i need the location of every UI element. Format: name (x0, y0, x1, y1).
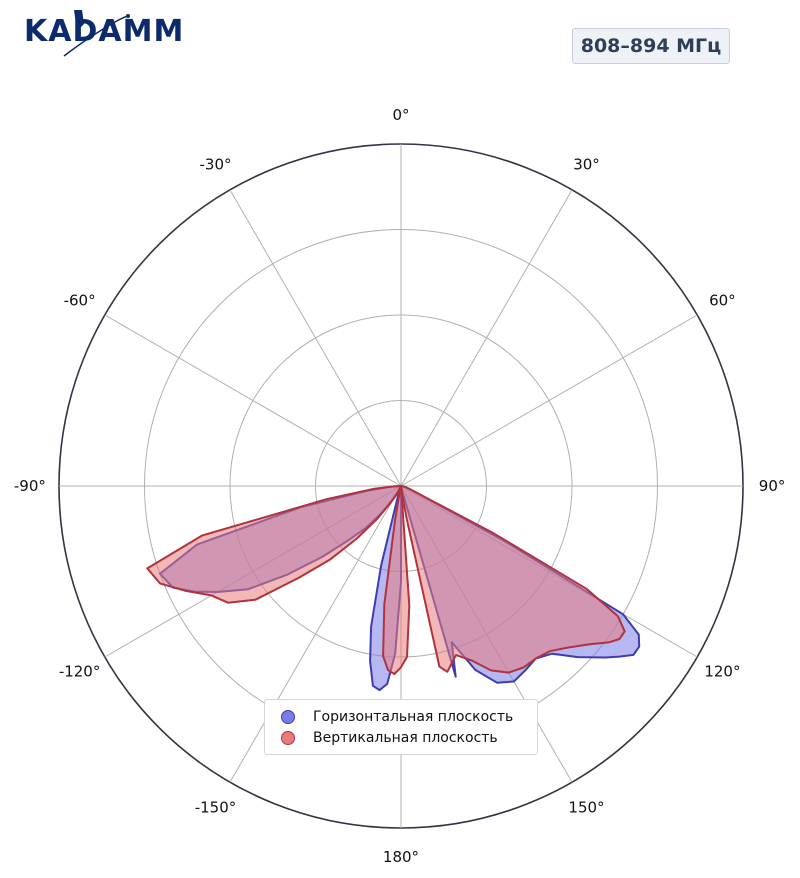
logo-swoosh-icon (63, 15, 129, 57)
legend-item-vertical: Вертикальная плоскость (275, 727, 527, 748)
angular-tick-label: 150° (568, 798, 604, 816)
legend-marker-vertical-icon (281, 730, 295, 745)
angular-tick-label: 180° (383, 848, 419, 866)
angular-tick-label: 90° (759, 477, 786, 495)
angular-tick-label: 0° (392, 106, 409, 124)
legend-item-horizontal: Горизонтальная плоскость (275, 706, 527, 727)
legend-label-horizontal: Горизонтальная плоскость (313, 708, 514, 725)
frequency-badge: 808–894 МГц (572, 28, 730, 64)
legend: Горизонтальная плоскость Вертикальная пл… (264, 699, 538, 755)
angular-tick-label: -150° (195, 798, 237, 816)
company-logo (63, 10, 130, 57)
angular-tick-label: 30° (573, 156, 600, 174)
angular-tick-label: 120° (704, 663, 740, 681)
angular-grid-line (400, 314, 698, 487)
logo-mark-icon (74, 10, 84, 30)
logo-text: KADAMM (24, 14, 185, 49)
angular-tick-label: -120° (59, 663, 101, 681)
angular-tick-labels: 0° 30° 60° 90° 120° 150° 180° -150° -120° -90° -60… (14, 106, 785, 866)
angular-tick-label: 60° (709, 292, 736, 310)
legend-marker-horizontal-icon (281, 709, 295, 724)
series-vertical-plane (146, 485, 626, 675)
legend-label-vertical: Вертикальная плоскость (313, 729, 498, 746)
angular-grid-line (229, 189, 402, 487)
angular-tick-label: -90° (14, 477, 46, 495)
logo-dot-icon (126, 14, 130, 18)
series-layer (146, 485, 641, 692)
angular-tick-label: -60° (64, 292, 96, 310)
angular-grid-line (400, 189, 573, 487)
angular-grid-line (229, 485, 402, 783)
angular-tick-label: -30° (200, 156, 232, 174)
angular-grid-line (104, 314, 402, 487)
